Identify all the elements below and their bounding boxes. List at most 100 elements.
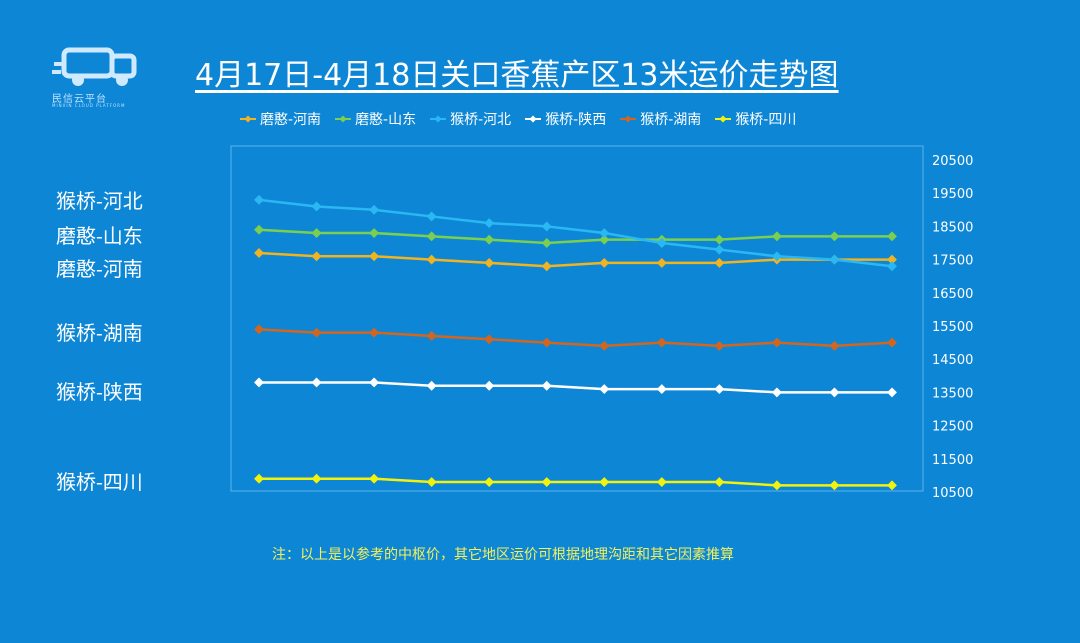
y-tick-label: 12500 [932, 420, 973, 435]
side-label-mohan-henan: 磨憨-河南 [56, 257, 143, 281]
legend-item: 猴桥-河北 [430, 109, 511, 129]
legend-label: 猴桥-河北 [450, 112, 512, 128]
data-point [829, 254, 840, 265]
series-line [258, 198, 893, 268]
series-line [258, 328, 893, 348]
logo-subtext: MINXIN CLOUD PLATFORM [52, 103, 126, 108]
data-point [771, 387, 782, 398]
data-point [887, 337, 897, 348]
side-label-houqiao-shaanxi: 猴桥-陕西 [56, 380, 143, 404]
legend-item: 磨憨-山东 [335, 109, 416, 129]
legend-label: 磨憨-河南 [260, 112, 322, 128]
data-point [484, 477, 495, 487]
data-point [541, 261, 552, 272]
data-point [887, 387, 897, 398]
y-tick-label: 11500 [932, 453, 973, 468]
data-point [484, 257, 495, 268]
data-point [714, 477, 725, 487]
data-point [541, 221, 552, 232]
y-tick-label: 18500 [932, 220, 973, 235]
data-point [254, 473, 264, 484]
data-point [714, 234, 725, 245]
data-point [484, 334, 495, 345]
data-point [484, 380, 495, 391]
chart-title: 4月17日-4月18日关口香蕉产区13米运价走势图 [195, 58, 839, 93]
legend-swatch-icon [620, 115, 637, 123]
data-point [599, 340, 610, 351]
data-point [254, 224, 264, 235]
data-point [656, 477, 667, 487]
data-point [599, 477, 610, 487]
data-point [829, 480, 840, 491]
side-label-mohan-shandong: 磨憨-山东 [56, 224, 143, 248]
chart-legend: 磨憨-河南 磨憨-山东 猴桥-河北 猴桥-陕西 猴桥-湖南 猴桥-四川 [240, 109, 796, 129]
data-point [541, 238, 552, 248]
data-point [714, 244, 725, 255]
data-point [426, 380, 437, 391]
legend-label: 猴桥-陕西 [545, 112, 607, 128]
truck-logo-icon [52, 47, 137, 86]
series-line [258, 228, 892, 245]
legend-label: 猴桥-湖南 [640, 112, 702, 128]
data-point [887, 261, 897, 272]
legend-item: 猴桥-四川 [715, 109, 796, 129]
data-point [484, 218, 495, 229]
legend-swatch-icon [715, 115, 732, 123]
data-point [311, 251, 322, 262]
side-label-houqiao-hebei: 猴桥-河北 [56, 189, 143, 213]
legend-item: 猴桥-陕西 [525, 109, 606, 129]
footnote: 注：以上是以参考的中枢价，其它地区运价可根据地理沟距和其它因素推算 [272, 547, 734, 563]
data-point [369, 204, 380, 215]
legend-label: 猴桥-四川 [735, 112, 797, 128]
data-point [369, 251, 380, 262]
data-point [887, 254, 897, 265]
data-point [426, 477, 437, 487]
y-tick-label: 13500 [932, 386, 973, 401]
data-point [369, 327, 380, 338]
data-point [656, 238, 667, 248]
data-point [829, 231, 840, 242]
data-point [254, 324, 264, 335]
data-point [656, 384, 667, 395]
legend-label: 磨憨-山东 [355, 112, 417, 128]
data-point [599, 234, 610, 245]
data-point [829, 340, 840, 351]
data-point [311, 377, 322, 388]
data-point [426, 254, 437, 265]
data-point [714, 257, 725, 268]
y-tick-label: 19500 [932, 187, 973, 202]
data-point [541, 380, 552, 391]
y-tick-label: 10500 [932, 486, 973, 501]
legend-item: 猴桥-湖南 [620, 109, 701, 129]
side-label-houqiao-sichuan: 猴桥-四川 [56, 470, 143, 494]
data-point [541, 477, 552, 487]
y-tick-label: 16500 [932, 287, 973, 302]
data-point [311, 327, 322, 338]
data-point [771, 251, 782, 262]
y-tick-label: 17500 [932, 254, 973, 269]
side-label-houqiao-hunan: 猴桥-湖南 [56, 321, 143, 345]
data-point [656, 257, 667, 268]
data-point [426, 231, 437, 242]
data-point [541, 337, 552, 348]
data-point [771, 480, 782, 491]
data-point [484, 234, 495, 245]
data-point [656, 337, 667, 348]
data-point [714, 384, 725, 395]
logo-text: 民信云平台 [52, 94, 107, 105]
data-point [887, 231, 897, 242]
data-point [599, 257, 610, 268]
data-point [714, 340, 725, 351]
legend-swatch-icon [335, 115, 352, 123]
data-point [254, 377, 264, 388]
series-line [259, 477, 892, 487]
data-point [426, 331, 437, 341]
plot-area [230, 145, 924, 492]
series-line [259, 381, 892, 394]
data-point [887, 480, 897, 491]
data-point [254, 194, 264, 205]
data-point [311, 228, 322, 238]
data-point [369, 473, 380, 484]
series-line [258, 251, 892, 268]
